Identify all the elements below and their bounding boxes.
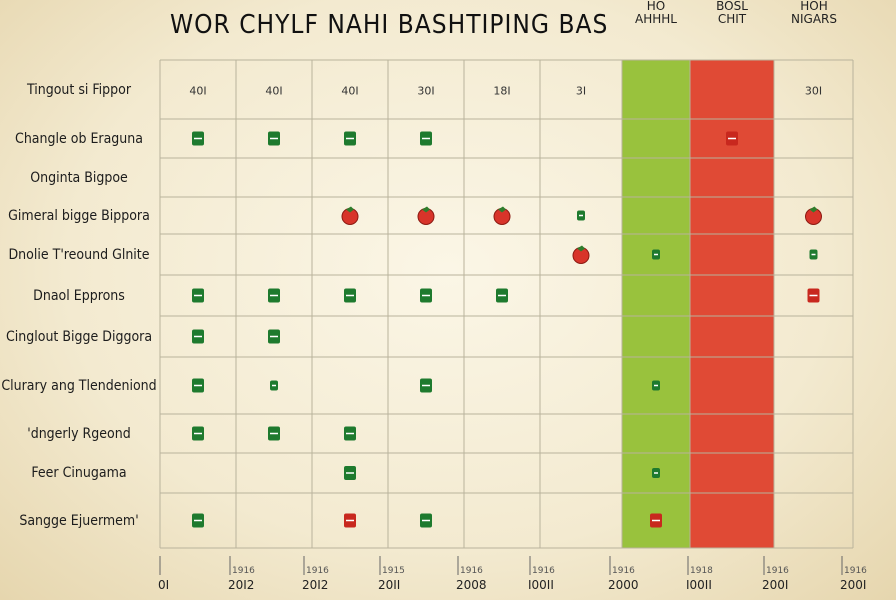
column-top-label: 3I <box>576 85 586 98</box>
tomato-leaf <box>809 206 818 213</box>
x-tick-sublabel: 1916 <box>612 566 635 576</box>
column-header-last: HOH NIGARS <box>791 0 837 26</box>
x-tick-label: 2000 <box>608 578 639 592</box>
x-tick-sublabel: 1916 <box>532 566 555 576</box>
tomato-leaf <box>577 245 585 252</box>
row-label: Gimeral bigge Bippora <box>8 207 150 224</box>
x-tick-label: 0I <box>158 578 170 592</box>
tomato-leaf <box>422 206 430 213</box>
row-label: 'dngerly Rgeond <box>27 425 131 442</box>
chart-title: WOR CHYLF NAHI BASHTIPING BAS <box>170 10 609 40</box>
x-tick-sublabel: 1916 <box>844 566 867 576</box>
column-top-label: 40I <box>341 85 358 98</box>
tomato-leaf <box>346 206 354 213</box>
column-header-green: HO AHHHL <box>635 0 677 26</box>
x-tick-sublabel: 1916 <box>306 566 329 576</box>
row-label: Dnaol Epprons <box>33 287 125 304</box>
x-tick-label: 20II <box>378 578 401 592</box>
column-top-label: 40I <box>265 85 282 98</box>
column-top-label: 18I <box>493 85 510 98</box>
x-tick-sublabel: 1916 <box>766 566 789 576</box>
x-tick-label: I00II <box>528 578 554 592</box>
row-label: Cinglout Bigge Diggora <box>5 328 153 345</box>
column-top-label: 40I <box>189 85 206 98</box>
x-tick-sublabel: 1916 <box>460 566 483 576</box>
x-tick-label: I00II <box>686 578 712 592</box>
row-label: Sangge Ejuermem' <box>19 512 139 529</box>
row-label: Clurary ang Tlendeniond <box>1 377 157 394</box>
column-top-label: 30I <box>417 85 434 98</box>
tomato-leaf <box>498 206 506 213</box>
x-tick-label: 20I2 <box>302 578 329 592</box>
x-tick-sublabel: 1915 <box>382 566 405 576</box>
x-tick-sublabel: 1918 <box>690 566 713 576</box>
x-tick-sublabel: 1916 <box>232 566 255 576</box>
row-label: Onginta Bigpoe <box>30 169 128 186</box>
row-label: Dnolie T'reound Glnite <box>8 246 150 263</box>
column-top-label: 30I <box>805 85 822 98</box>
x-tick-label: 20I2 <box>228 578 255 592</box>
x-tick-label: 200I <box>762 578 789 592</box>
row-label: Tingout si Fippor <box>26 81 132 98</box>
row-label: Changle ob Eraguna <box>15 130 143 147</box>
x-tick-label: 2008 <box>456 578 487 592</box>
row-label: Feer Cinugama <box>31 465 127 481</box>
column-header-red: BOSL CHIT <box>716 0 748 26</box>
green-band <box>622 60 690 548</box>
x-tick-label: 200I <box>840 578 867 592</box>
